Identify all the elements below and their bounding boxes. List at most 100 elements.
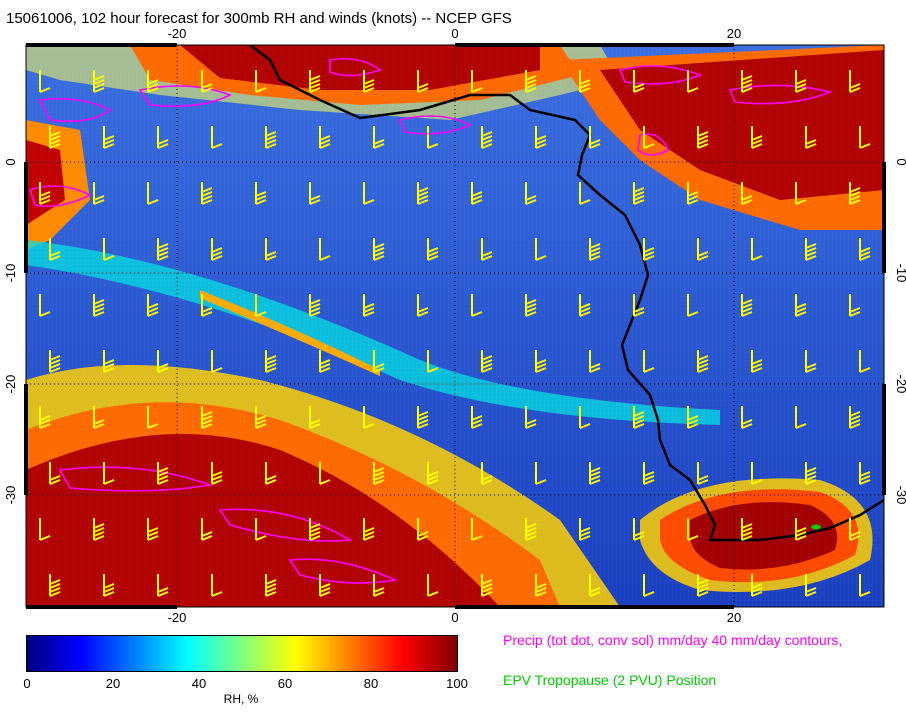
wind-barb [255,70,267,93]
wind-barb [93,406,105,429]
colorbar-tick-label: 100 [446,676,468,691]
wind-barb [265,462,277,485]
wind-barb [471,518,483,541]
wind-barb [49,126,61,149]
wind-barb [39,406,51,429]
wind-barb [697,238,709,261]
wind-barb [535,350,547,373]
wind-barb [363,518,375,541]
precip-contours [28,57,833,584]
wind-barb [633,182,645,205]
wind-barb [805,238,817,261]
colorbar-tick-label: 80 [363,676,379,691]
x-tick-label: 20 [727,26,741,41]
wind-barb [103,238,115,261]
wind-barb [795,406,807,429]
wind-barb [49,238,61,261]
wind-barb [39,182,51,205]
wind-barb [103,574,115,597]
wind-barb [481,462,493,485]
wind-barb [157,462,169,485]
wind-barb [795,518,807,541]
wind-barb [697,574,709,597]
precip-legend: Precip (tot dot, conv sol) mm/day 40 mm/… [503,632,843,648]
x-tick-label: -20 [168,26,187,41]
wind-barb [49,574,61,597]
wind-barb [265,350,277,373]
wind-barb [535,126,547,149]
wind-barb [93,182,105,205]
wind-barb [265,574,277,597]
wind-barb [481,238,493,261]
wind-barb [535,462,547,485]
wind-barb [427,574,439,597]
wind-barb [427,462,439,485]
wind-barb [373,126,385,149]
wind-barb [741,518,753,541]
wind-barb [93,294,105,317]
colorbar-tick-label: 60 [277,676,293,691]
wind-barb [643,462,655,485]
wind-barb [157,574,169,597]
wind-barb [687,294,699,317]
wind-barb [157,126,169,149]
wind-barb [201,406,213,429]
wind-barb [579,406,591,429]
wind-barb [373,350,385,373]
wind-barb [481,574,493,597]
wind-barb [211,350,223,373]
wind-barb [373,574,385,597]
wind-barb [525,406,537,429]
wind-barb [319,462,331,485]
wind-barb [319,126,331,149]
wind-barb [265,238,277,261]
wind-barb [49,462,61,485]
wind-barb [147,518,159,541]
wind-barb [859,350,871,373]
wind-barb [805,126,817,149]
wind-barb [39,518,51,541]
wind-barb [849,70,861,93]
wind-barb [795,70,807,93]
wind-barb [363,182,375,205]
wind-barb [373,238,385,261]
y-tick-label: -30 [3,486,18,505]
wind-barb [589,462,601,485]
wind-barb [697,350,709,373]
wind-barb [211,238,223,261]
colorbar-label: RH, % [223,692,259,706]
y-tick-label: 0 [894,158,906,165]
map-title: 15061006, 102 hour forecast for 300mb RH… [6,10,512,27]
wind-barb [525,518,537,541]
wind-barb [201,182,213,205]
y-tick-label: -20 [894,375,906,394]
x-tick-label: -20 [168,610,187,625]
y-tick-label: -10 [894,264,906,283]
wind-barb [633,294,645,317]
wind-barb [147,406,159,429]
wind-barb [201,518,213,541]
wind-barb [805,574,817,597]
wind-barb [201,294,213,317]
wind-barb [481,350,493,373]
wind-barb [309,182,321,205]
wind-barb [309,518,321,541]
wind-barb [309,70,321,93]
y-tick-label: -10 [3,264,18,283]
wind-barb [103,462,115,485]
wind-barb [849,406,861,429]
wind-barb [579,70,591,93]
wind-barb [751,126,763,149]
wind-barb [147,70,159,93]
wind-barb [589,126,601,149]
wind-barb [309,406,321,429]
wind-barb [39,294,51,317]
wind-barb [859,574,871,597]
wind-barb [93,70,105,93]
x-tick-label: 0 [451,610,458,625]
wind-barb [579,182,591,205]
wind-barb [255,182,267,205]
wind-barb [417,70,429,93]
wind-barb [633,406,645,429]
x-tick-label: 0 [451,26,458,41]
